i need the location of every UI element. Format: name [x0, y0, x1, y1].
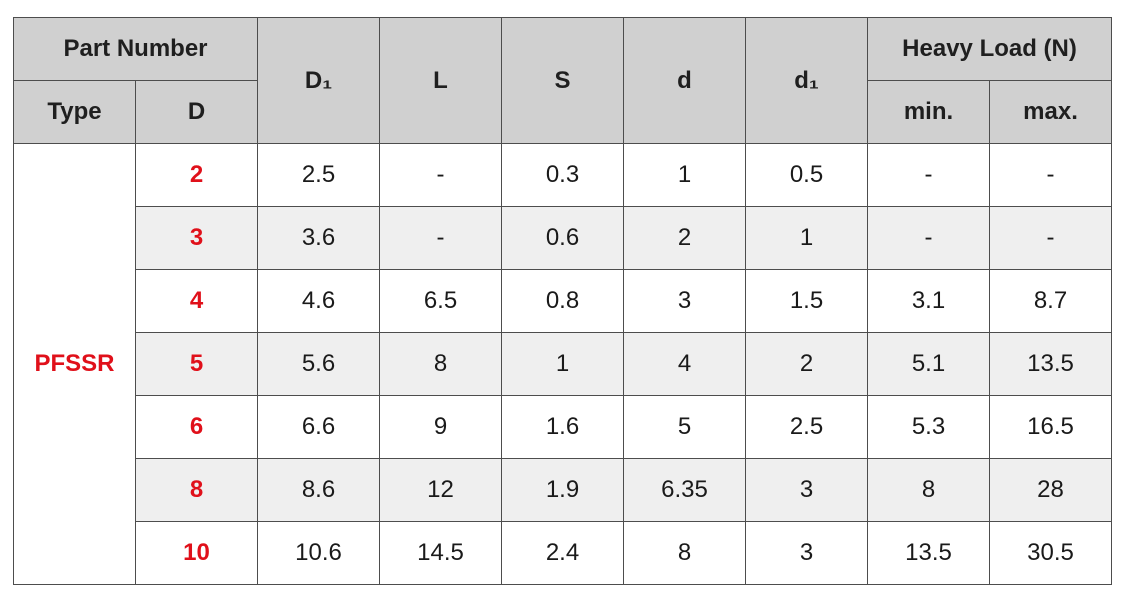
cell-L: 6.5 — [379, 269, 503, 333]
cell-D: 2 — [134, 143, 259, 207]
table-row: 5 5.6 8 1 4 2 5.1 13.5 — [14, 332, 1113, 396]
cell-D1: 2.5 — [257, 143, 381, 207]
cell-d1: 3 — [745, 521, 869, 585]
cell-L: - — [379, 143, 503, 207]
cell-max: 28 — [989, 458, 1113, 522]
cell-max: 8.7 — [989, 269, 1113, 333]
cell-d1: 1.5 — [745, 269, 869, 333]
cell-d: 5 — [623, 395, 747, 459]
cell-d: 4 — [623, 332, 747, 396]
cell-min: - — [867, 143, 991, 207]
cell-S: 0.8 — [501, 269, 625, 333]
cell-D1: 5.6 — [257, 332, 381, 396]
cell-L: - — [379, 206, 503, 270]
cell-d1: 3 — [745, 458, 869, 522]
cell-L: 14.5 — [379, 521, 503, 585]
cell-max: 13.5 — [989, 332, 1113, 396]
cell-max: - — [989, 206, 1113, 270]
cell-min: - — [867, 206, 991, 270]
table-row: 8 8.6 12 1.9 6.35 3 8 28 — [14, 458, 1113, 522]
cell-S: 0.6 — [501, 206, 625, 270]
header-D1: D₁ — [257, 17, 381, 144]
cell-D1: 8.6 — [257, 458, 381, 522]
cell-d1: 0.5 — [745, 143, 869, 207]
header-max: max. — [989, 80, 1113, 144]
type-cell: PFSSR — [13, 143, 136, 585]
table-row: PFSSR 2 2.5 - 0.3 1 0.5 - - — [13, 143, 1113, 585]
cell-D1: 4.6 — [257, 269, 381, 333]
cell-L: 8 — [379, 332, 503, 396]
cell-min: 8 — [867, 458, 991, 522]
cell-D: 5 — [134, 332, 259, 396]
cell-S: 1.6 — [501, 395, 625, 459]
header-L: L — [379, 17, 503, 144]
header-D: D — [134, 80, 259, 144]
cell-L: 9 — [379, 395, 503, 459]
cell-D1: 10.6 — [257, 521, 381, 585]
cell-max: 16.5 — [989, 395, 1113, 459]
header-d1: d₁ — [745, 17, 869, 144]
cell-min: 5.1 — [867, 332, 991, 396]
cell-S: 0.3 — [501, 143, 625, 207]
cell-d1: 2 — [745, 332, 869, 396]
cell-max: - — [989, 143, 1113, 207]
cell-L: 12 — [379, 458, 503, 522]
header-part-number: Part Number — [12, 17, 259, 81]
cell-D1: 3.6 — [257, 206, 381, 270]
cell-d1: 2.5 — [745, 395, 869, 459]
cell-S: 1 — [501, 332, 625, 396]
cell-D: 6 — [134, 395, 259, 459]
spec-table-container: Part Number D₁ L S d d₁ Heavy Load (N) T… — [12, 17, 1113, 585]
table-row: 10 10.6 14.5 2.4 8 3 13.5 30.5 — [14, 521, 1113, 585]
header-S: S — [501, 17, 625, 144]
cell-min: 3.1 — [867, 269, 991, 333]
header-d: d — [623, 17, 747, 144]
cell-D1: 6.6 — [257, 395, 381, 459]
table-row: 4 4.6 6.5 0.8 3 1.5 3.1 8.7 — [14, 269, 1113, 333]
header-min: min. — [867, 80, 991, 144]
cell-d: 8 — [623, 521, 747, 585]
cell-D: 4 — [134, 269, 259, 333]
cell-D: 8 — [134, 458, 259, 522]
spec-table: Part Number D₁ L S d d₁ Heavy Load (N) T… — [12, 17, 1113, 585]
table-row: 3 3.6 - 0.6 2 1 - - — [14, 206, 1113, 270]
cell-min: 5.3 — [867, 395, 991, 459]
cell-D: 10 — [134, 521, 259, 585]
cell-min: 13.5 — [867, 521, 991, 585]
cell-max: 30.5 — [989, 521, 1113, 585]
cell-S: 2.4 — [501, 521, 625, 585]
cell-d: 2 — [623, 206, 747, 270]
cell-d1: 1 — [745, 206, 869, 270]
cell-D: 3 — [134, 206, 259, 270]
header-type: Type — [13, 80, 136, 144]
table-row: 6 6.6 9 1.6 5 2.5 5.3 16.5 — [14, 395, 1113, 459]
cell-d: 1 — [623, 143, 747, 207]
header-heavy-load: Heavy Load (N) — [867, 17, 1113, 81]
cell-d: 6.35 — [623, 458, 747, 522]
cell-d: 3 — [623, 269, 747, 333]
cell-S: 1.9 — [501, 458, 625, 522]
